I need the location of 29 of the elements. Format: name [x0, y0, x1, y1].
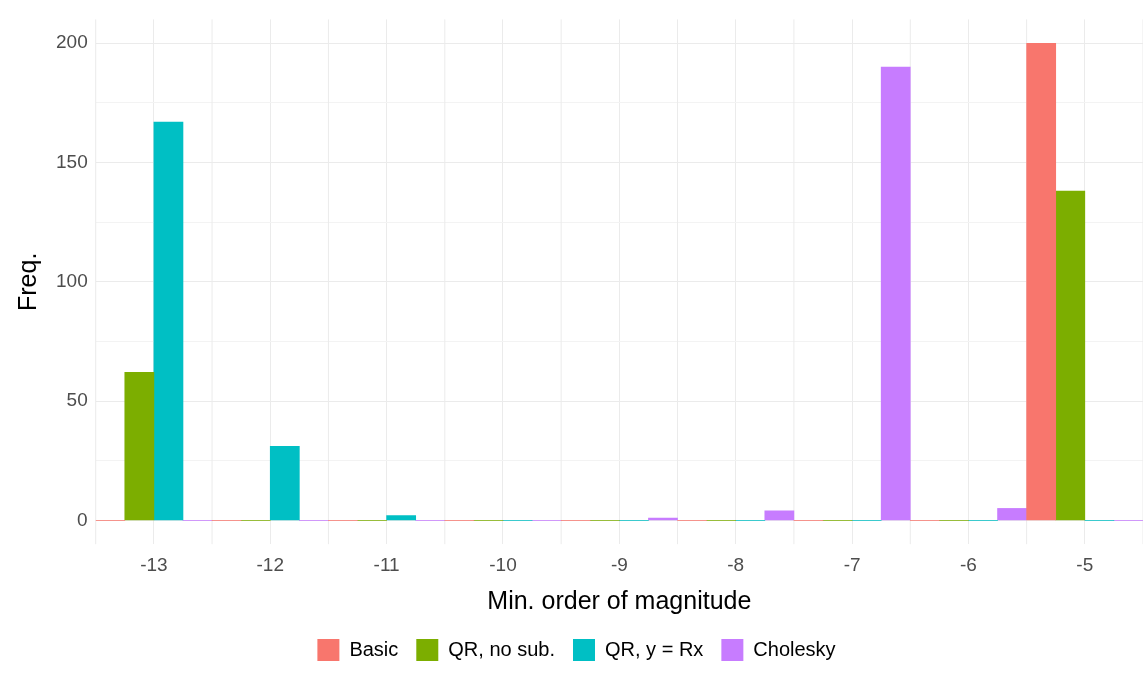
y-tick-label: 0	[77, 508, 88, 530]
y-tick-label: 150	[56, 150, 88, 172]
bar	[880, 66, 911, 521]
x-tick-label: -5	[1076, 553, 1094, 575]
y-tick-label: 200	[56, 31, 88, 53]
x-tick-label: -6	[960, 553, 977, 575]
bar	[386, 515, 417, 521]
bar	[269, 446, 300, 521]
x-tick-label: -9	[610, 553, 628, 575]
x-axis-title: Min. order of magnitude	[487, 585, 752, 614]
y-axis-title: Freq.	[12, 252, 41, 311]
bar	[124, 372, 155, 521]
bar	[1026, 42, 1057, 521]
x-tick-label: -12	[256, 553, 284, 575]
x-tick-label: -10	[489, 553, 517, 575]
x-tick-label: -7	[843, 553, 861, 575]
legend-label: QR, y = Rx	[605, 637, 704, 660]
y-tick-label: 50	[66, 389, 88, 411]
bar	[764, 510, 795, 521]
bar	[1055, 190, 1086, 521]
y-tick-label: 100	[56, 270, 88, 292]
x-tick-label: -13	[140, 553, 168, 575]
bar	[997, 508, 1027, 521]
bar	[153, 121, 184, 521]
x-tick-label: -8	[727, 553, 745, 575]
legend-label: Basic	[349, 637, 399, 660]
legend-label: QR, no sub.	[448, 637, 556, 660]
legend-label: Cholesky	[753, 637, 836, 660]
x-tick-label: -11	[373, 553, 400, 575]
